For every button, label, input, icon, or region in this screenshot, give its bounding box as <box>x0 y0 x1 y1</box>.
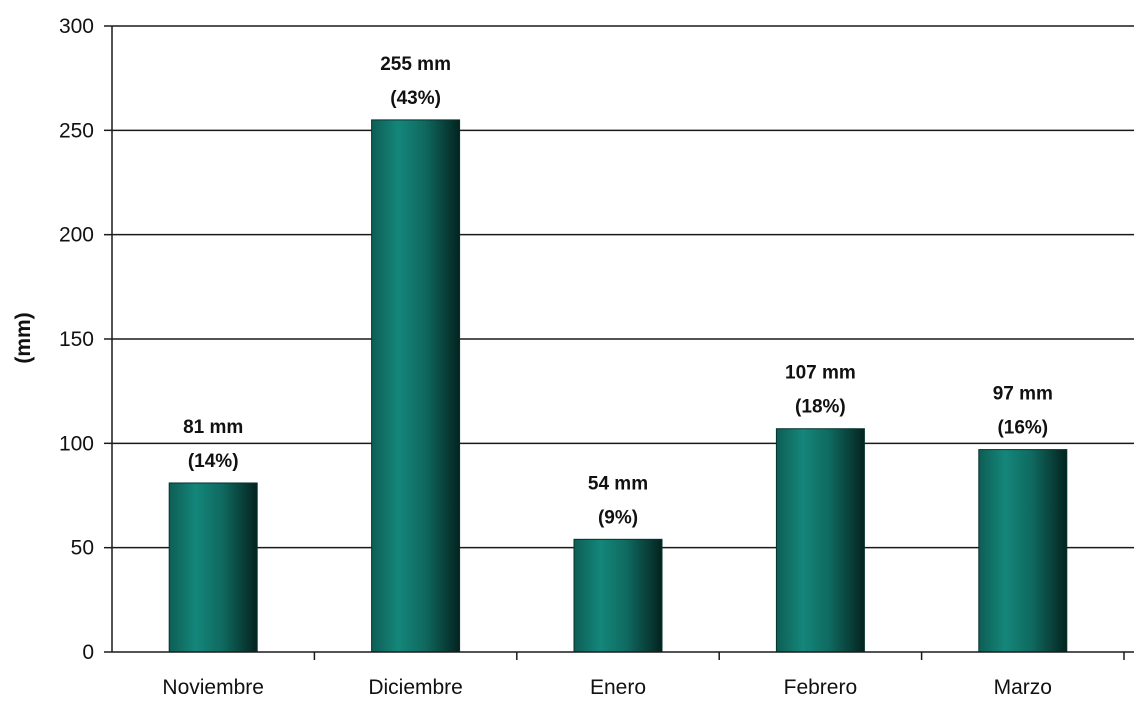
x-tick-label: Enero <box>590 676 646 699</box>
bar-marzo <box>978 449 1068 653</box>
bar-febrero <box>775 428 865 653</box>
x-tick-labels: Noviembre Diciembre Enero Febrero Marzo <box>162 676 1052 699</box>
x-tick-label: Febrero <box>784 676 858 699</box>
x-tick-label: Noviembre <box>162 676 264 699</box>
data-label-value: 97 mm <box>993 384 1053 405</box>
data-labels: 81 mm (14%) 255 mm (43%) 54 mm (9%) 107 mm (18%… <box>183 54 1053 528</box>
axes <box>104 25 1134 660</box>
data-label-percent: (14%) <box>188 451 239 472</box>
data-label-value: 81 mm <box>183 417 243 438</box>
data-label-percent: (43%) <box>390 88 441 109</box>
bar-enero <box>573 538 663 653</box>
data-label-value: 54 mm <box>588 473 648 494</box>
data-label-percent: (16%) <box>997 418 1048 439</box>
bars <box>168 119 1068 653</box>
y-axis-label: (mm) <box>12 312 35 363</box>
bar-noviembre <box>168 482 258 653</box>
y-tick-label: 150 <box>59 328 94 351</box>
data-label-value: 255 mm <box>380 54 451 75</box>
gridlines <box>112 25 1134 549</box>
data-label-value: 107 mm <box>785 363 856 384</box>
data-label-percent: (18%) <box>795 397 846 418</box>
y-tick-labels: 0 50 100 150 200 250 300 <box>59 15 94 664</box>
bar-diciembre <box>371 119 461 653</box>
y-tick-label: 200 <box>59 224 94 247</box>
x-tick-label: Diciembre <box>368 676 463 699</box>
y-tick-label: 250 <box>59 119 94 142</box>
x-tick-label: Marzo <box>994 676 1052 699</box>
y-tick-label: 300 <box>59 15 94 38</box>
y-tick-label: 0 <box>82 641 94 664</box>
y-tick-label: 50 <box>71 537 94 560</box>
data-label-percent: (9%) <box>598 507 638 528</box>
y-tick-label: 100 <box>59 432 94 455</box>
